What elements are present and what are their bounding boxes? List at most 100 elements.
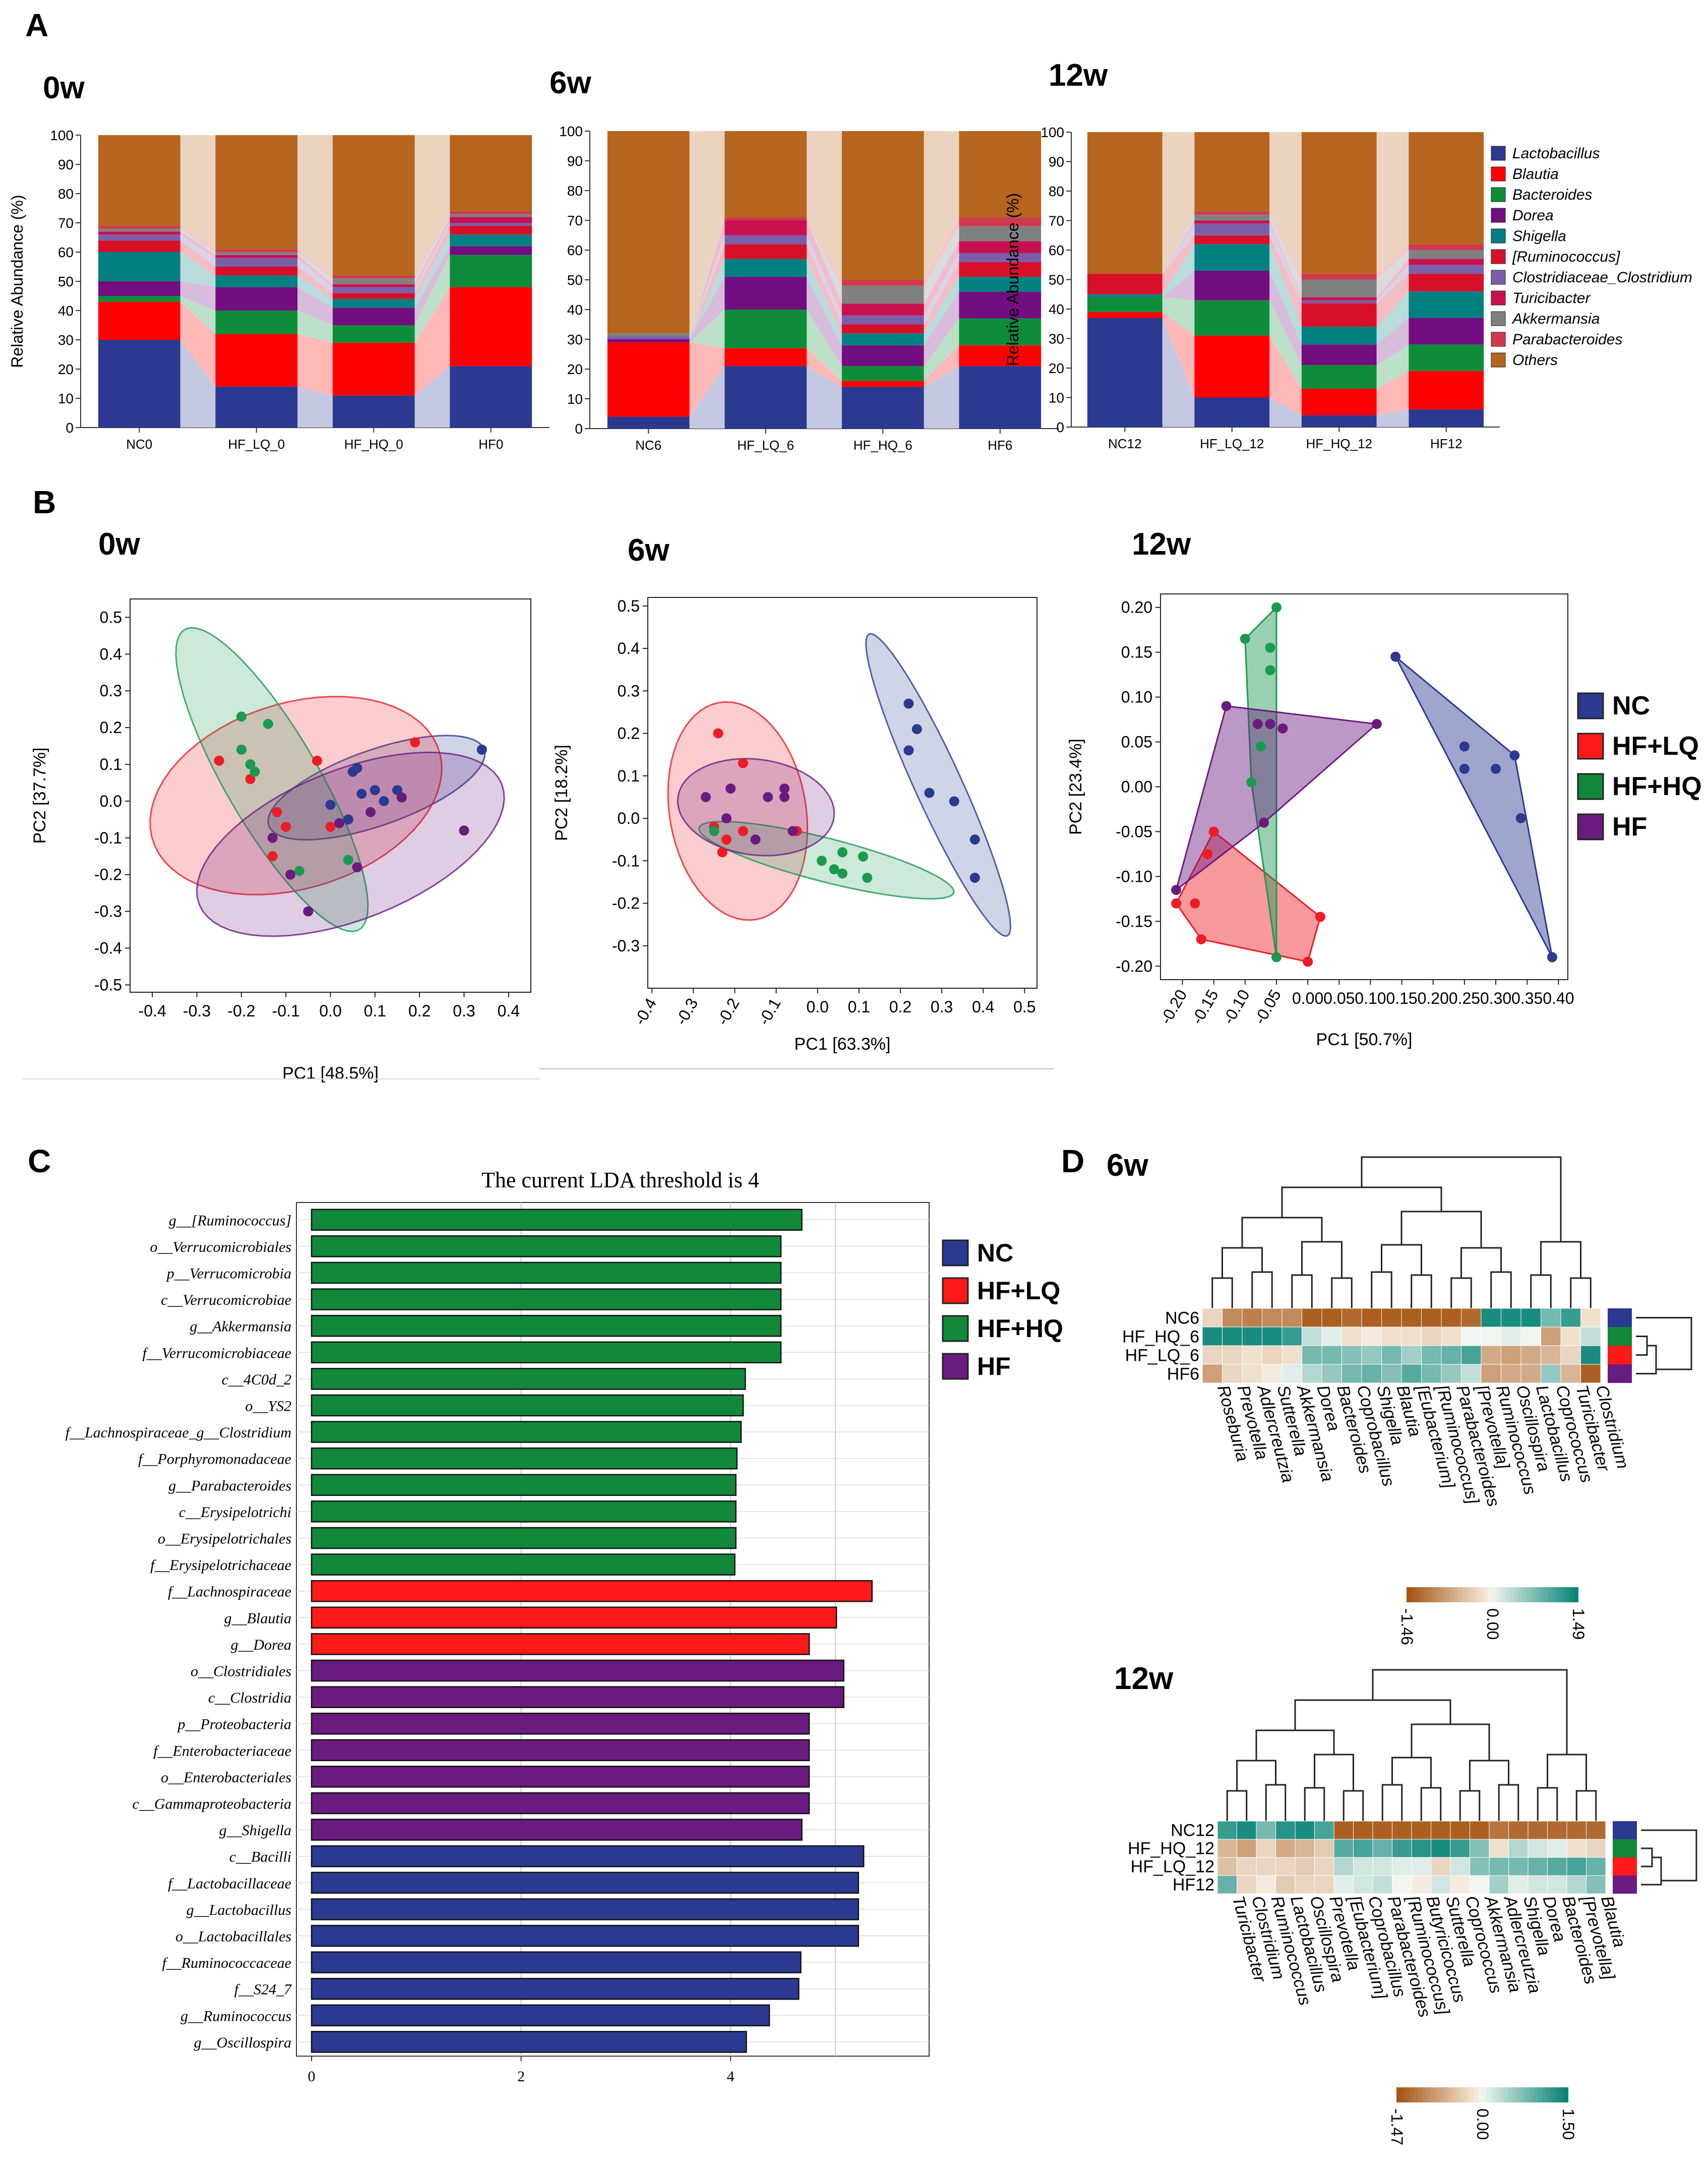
band-clostridiaceae-clostridium — [1162, 223, 1195, 274]
lda-bar-f-lachnospiraceae-g-clostridium — [311, 1421, 742, 1443]
bar-segment-bacteroides — [215, 311, 298, 334]
lda-bar-g-oscillospira — [311, 2031, 747, 2053]
colorbar-tick-label: 1.49 — [1569, 1608, 1588, 1640]
y-tick-label: -0.20 — [1116, 957, 1152, 975]
bar-segment-shigella — [1409, 291, 1484, 318]
point-hf-hq — [837, 868, 847, 879]
category-label: NC12 — [1108, 436, 1141, 451]
heatmap-cell — [1489, 1857, 1509, 1876]
y-tick-label: -0.15 — [1116, 912, 1152, 930]
heatmap-cell — [1560, 1364, 1581, 1383]
dendrogram-branch — [1575, 1790, 1597, 1821]
y-tick-label: 30 — [58, 332, 74, 348]
point-hf-lq — [312, 755, 322, 766]
y-tick-label: 100 — [50, 128, 74, 143]
bar-segment-lactobacillus — [332, 395, 415, 428]
heatmap-cell — [1361, 1327, 1382, 1346]
lda-label: c__4C0d_2 — [222, 1371, 291, 1388]
heatmap-cell — [1341, 1364, 1362, 1383]
bar-segment-shigella — [450, 234, 532, 247]
point-hf-lq — [1208, 826, 1219, 837]
x-tick-label: 0.0 — [319, 1002, 341, 1020]
heatmap-cell — [1353, 1821, 1373, 1840]
dendrogram-branch — [1291, 1274, 1313, 1308]
heatmap-cell — [1222, 1345, 1243, 1365]
x-tick-label: 0.4 — [972, 998, 994, 1016]
legend-swatch-parabacteroides — [1491, 332, 1506, 347]
heatmap-cell — [1580, 1308, 1601, 1328]
y-tick-label: 90 — [567, 153, 583, 169]
colorbar-step — [1474, 2087, 1479, 2102]
point-nc — [911, 724, 922, 735]
bar-segment-dorea — [1301, 344, 1377, 366]
colorbar-step — [1552, 1587, 1557, 1602]
x-tick-label: 4 — [727, 2068, 735, 2085]
y-tick-label: 0.20 — [1121, 598, 1152, 617]
point-hf-hq — [858, 851, 869, 862]
heatmap-cell — [1222, 1364, 1243, 1383]
dendrogram-branch — [1540, 1241, 1581, 1278]
bar-segment-turicibacter — [841, 304, 924, 316]
heatmap-colorbar: -1.46 0.00 1.49 — [1398, 1587, 1588, 1645]
point-hf — [1259, 817, 1269, 828]
group-legend-swatch-hf — [942, 1353, 969, 1380]
legend-label-turicibacter: Turicibacter — [1512, 290, 1591, 307]
band-others — [807, 131, 842, 280]
x-tick-label: -0.3 — [672, 995, 702, 1029]
heatmap-cell — [1560, 1327, 1581, 1346]
heatmap-cell — [1470, 1839, 1490, 1858]
row-group-bar — [1608, 1346, 1632, 1364]
heatmap-cell — [1242, 1345, 1262, 1365]
band-akkermansia — [1376, 250, 1409, 297]
colorbar-step — [1462, 1587, 1467, 1602]
y-tick-label: 0 — [575, 421, 583, 437]
y-tick-label: 40 — [58, 303, 74, 319]
group-legend-label-hf: HF — [977, 1352, 1011, 1380]
heatmap-colorbar: -1.47 0.00 1.50 — [1388, 2087, 1577, 2145]
band-others — [414, 135, 450, 276]
bar-segment-others — [841, 131, 924, 280]
group-legend-swatch-nc — [1577, 692, 1604, 719]
heatmap-cell — [1242, 1364, 1262, 1383]
x-tick-label: 0.30 — [1480, 989, 1511, 1007]
y-tick-label: 0.4 — [100, 645, 122, 663]
panel-a-composition-6w: 6w 0 10 20 30 40 50 60 70 80 90 100 NC6 HF_LQ_6 HF_HQ_… — [550, 66, 1059, 453]
bar-segment-bacteroides — [98, 296, 180, 302]
band-clostridiaceae-clostridium — [1269, 223, 1302, 304]
colorbar-step — [1407, 1587, 1412, 1602]
y-tick-label: 0.5 — [100, 608, 122, 626]
legend-label-bacteroides: Bacteroides — [1512, 187, 1592, 203]
heatmap-cell — [1401, 1345, 1422, 1365]
row-group-bar — [1608, 1308, 1632, 1327]
band-parabacteroides — [807, 217, 842, 286]
lda-bar-o-verrucomicrobiales — [311, 1235, 782, 1257]
ellipse-hf-lq — [149, 696, 443, 895]
heatmap-cell — [1321, 1345, 1342, 1365]
point-hf-hq — [709, 826, 719, 836]
bar-segment-clostridiaceae-clostridium — [450, 223, 532, 226]
point-nc — [1459, 741, 1470, 752]
lda-label: o__Verrucomicrobiales — [150, 1239, 291, 1255]
group-legend-swatch-hf-hq — [942, 1315, 969, 1342]
bar-segment-clostridiaceae-clostridium — [607, 336, 690, 339]
band-others — [297, 135, 333, 276]
group-legend-label-nc: NC — [1612, 691, 1650, 720]
legend-swatch-clostridiaceae-clostridium — [1491, 270, 1506, 285]
lda-label: g__Oscillospira — [194, 2034, 291, 2051]
heatmap-cell — [1282, 1345, 1302, 1365]
heatmap-cell — [1392, 1839, 1412, 1858]
heatmap-cell — [1302, 1345, 1322, 1365]
colorbar-step — [1548, 1587, 1553, 1602]
y-tick-label: 0 — [66, 420, 74, 436]
heatmap-cell — [1275, 1857, 1296, 1876]
band-ruminococcus — [1162, 235, 1195, 294]
band-dorea — [1162, 270, 1195, 300]
bar-segment-lactobacillus — [215, 386, 298, 428]
colorbar-step — [1529, 2087, 1534, 2102]
heatmap-row-label: HF_LQ_6 — [1125, 1346, 1199, 1365]
heatmap-cell — [1411, 1821, 1431, 1840]
bar-segment-blautia — [332, 342, 415, 396]
y-axis-label: PC2 [23.4%] — [1066, 739, 1085, 835]
heatmap-cell — [1441, 1345, 1461, 1365]
band-blautia — [1269, 335, 1302, 415]
